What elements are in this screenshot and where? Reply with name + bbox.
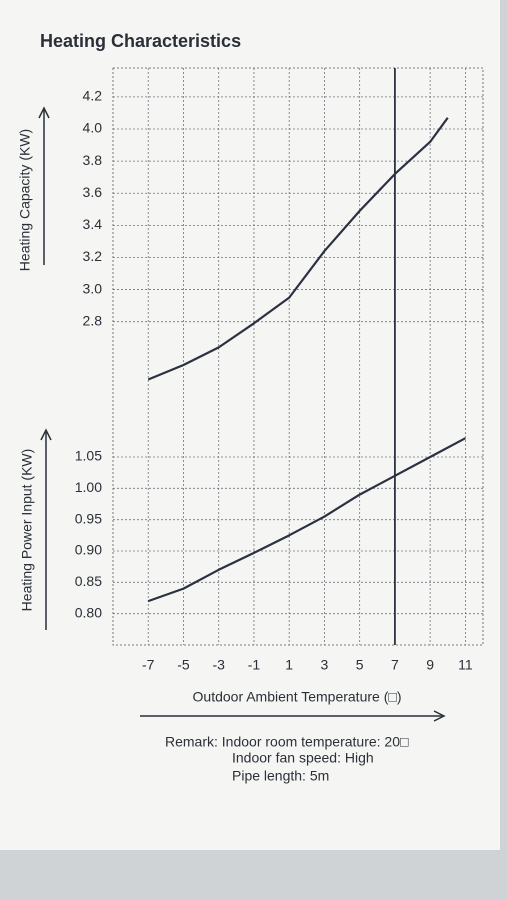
axis-arrow-head — [40, 428, 52, 441]
y-tick-label: 1.00 — [75, 479, 102, 495]
data-line — [147, 437, 466, 603]
x-tick-label: 11 — [458, 657, 473, 673]
data-line — [147, 117, 449, 381]
chart-title: Heating Characteristics — [40, 31, 241, 51]
y-tick-label: 3.2 — [83, 248, 103, 264]
y-tick-label: 3.6 — [83, 184, 103, 200]
y-tick-label: 3.8 — [83, 152, 103, 168]
remark: Pipe length: 5m — [232, 768, 329, 784]
x-tick-label: -3 — [212, 657, 225, 673]
x-tick-label: -1 — [248, 657, 261, 673]
x-axis-label: Outdoor Ambient Temperature (□) — [193, 689, 402, 705]
y-tick-label: 0.85 — [75, 573, 102, 589]
axis-arrow-head — [38, 106, 50, 119]
x-tick-label: 9 — [426, 657, 434, 673]
plot-frame — [112, 67, 484, 646]
x-tick-label: 3 — [321, 657, 329, 673]
remark: Indoor fan speed: High — [232, 750, 374, 766]
y-tick-label: 3.0 — [83, 280, 103, 296]
x-tick-label: -5 — [177, 657, 190, 673]
y-tick-label: 0.95 — [75, 510, 102, 526]
y-tick-label: 0.90 — [75, 542, 102, 558]
y-tick-label: 1.05 — [75, 448, 102, 464]
document-background — [0, 0, 500, 850]
y-tick-label: 4.0 — [83, 120, 103, 136]
remark: Remark: Indoor room temperature: 20□ — [165, 734, 409, 750]
y-tick-label: 0.80 — [75, 604, 102, 620]
y-tick-label: 3.4 — [83, 216, 103, 232]
x-tick-label: 7 — [391, 657, 399, 673]
x-tick-label: 5 — [356, 657, 364, 673]
axis-arrow-head — [433, 710, 446, 722]
y-axis-label: Heating Capacity (KW) — [17, 129, 33, 271]
y-tick-label: 2.8 — [83, 312, 103, 328]
x-tick-label: 1 — [285, 657, 293, 673]
y-axis-label: Heating Power Input (KW) — [19, 449, 35, 612]
y-tick-label: 4.2 — [83, 88, 103, 104]
x-tick-label: -7 — [142, 657, 155, 673]
